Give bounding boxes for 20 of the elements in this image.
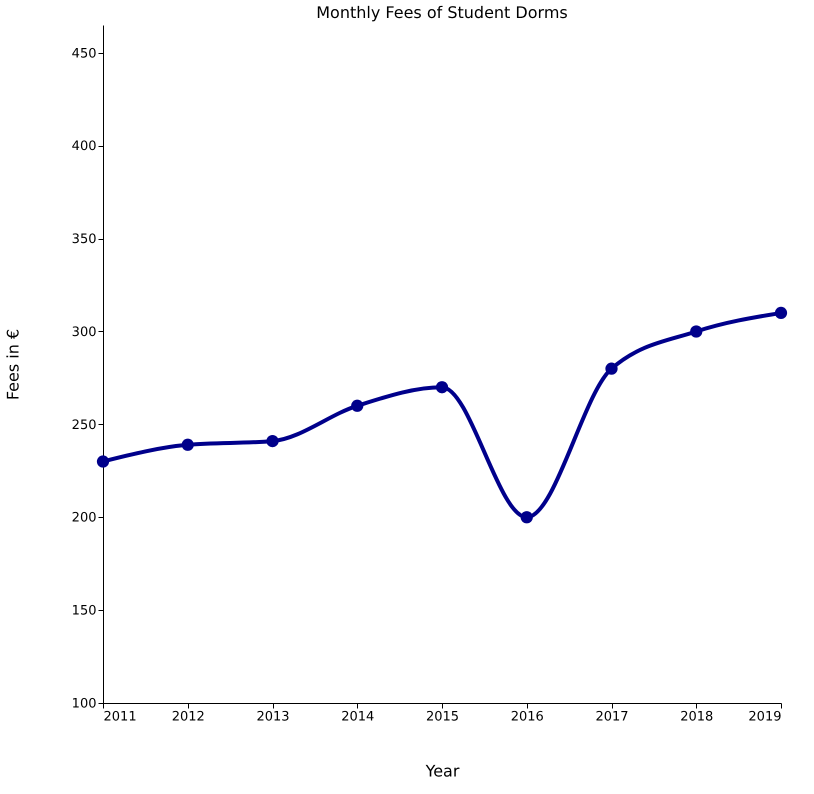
chart-title: Monthly Fees of Student Dorms: [316, 3, 568, 22]
x-tick-label: 2018: [680, 710, 714, 724]
y-tick-label: 300: [72, 324, 96, 340]
y-tick-label: 400: [72, 139, 96, 154]
x-tick-label: 2017: [595, 710, 629, 724]
x-tick-label: 2011: [104, 710, 137, 724]
x-tick-label: 2019: [748, 710, 782, 724]
y-tick-label: 350: [72, 232, 96, 248]
y-tick-label: 100: [72, 696, 96, 712]
x-tick-label: 2015: [426, 710, 460, 724]
y-tick-label: 150: [72, 604, 96, 619]
x-tick-label: 2016: [510, 710, 544, 724]
x-tick-label: 2013: [256, 710, 290, 724]
y-tick-label: 250: [72, 418, 96, 433]
x-tick-label: 2014: [341, 710, 374, 724]
x-tick-label: 2012: [172, 710, 205, 724]
x-axis-title: Year: [424, 762, 460, 780]
y-tick-label: 200: [72, 510, 96, 526]
y-tick-label: 450: [72, 46, 96, 62]
y-axis-title: Fees in €: [4, 328, 23, 400]
